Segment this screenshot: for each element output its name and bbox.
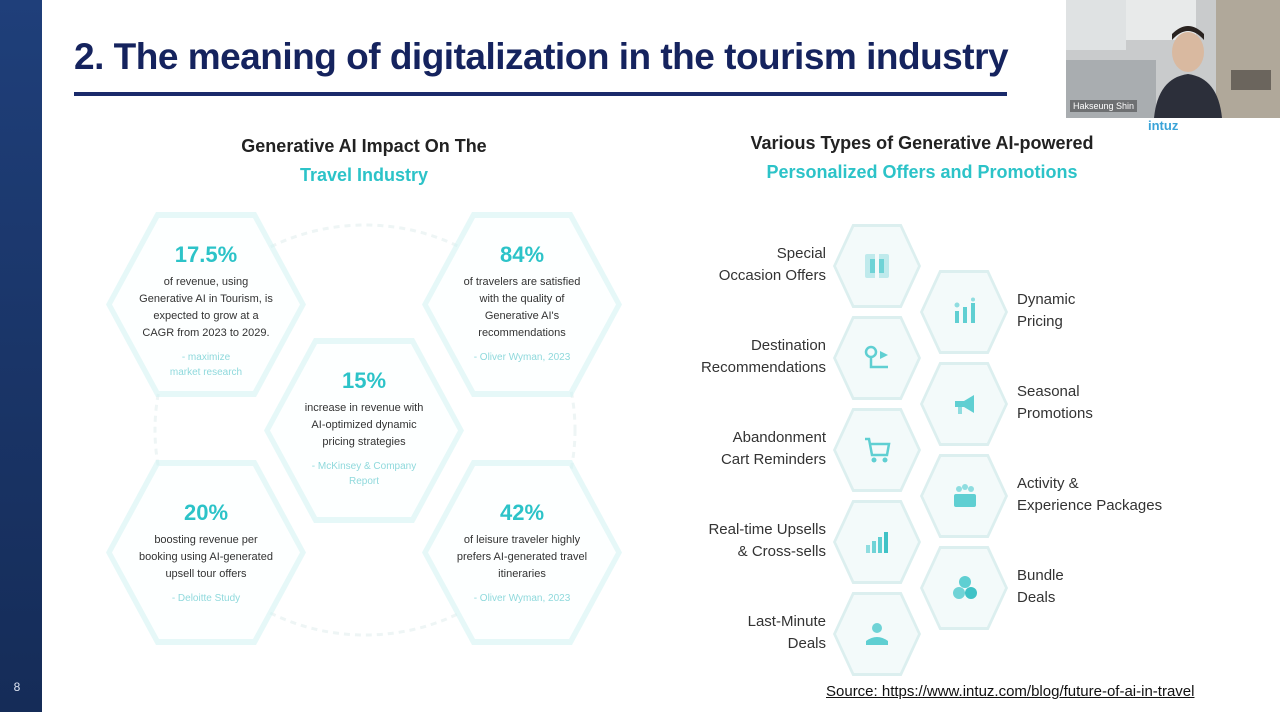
stat-description: of revenue, using Generative AI in Touris… xyxy=(139,276,273,339)
cart-icon xyxy=(865,437,891,463)
tile-upsell xyxy=(836,503,918,581)
stat-description: boosting revenue per booking using AI-gen… xyxy=(139,534,273,580)
stat-block-5: 42% of leisure traveler highly prefers AI… xyxy=(422,500,622,606)
right-heading-line2: Personalized Offers and Promotions xyxy=(766,162,1078,182)
label-dynamic-pricing: Dynamic Pricing xyxy=(1017,291,1076,330)
webcam-video[interactable]: Hakseung Shin xyxy=(1066,0,1280,118)
decorative-ring xyxy=(153,223,577,637)
label-bundle: Bundle Deals xyxy=(1017,567,1064,606)
tile-cart xyxy=(836,411,918,489)
label-last-minute: Last-Minute Deals xyxy=(747,613,826,652)
tile-bundle xyxy=(923,549,1005,627)
stat-value: 20% xyxy=(183,500,229,525)
webcam-feed xyxy=(1066,0,1280,118)
stat-block-1: 17.5% of revenue, using Generative AI in … xyxy=(106,242,306,380)
label-special-occasion: Special Occasion Offers xyxy=(718,245,826,284)
tile-last-minute xyxy=(836,595,918,673)
stat-hexagon-1 xyxy=(106,212,306,397)
bundle-icon xyxy=(953,576,977,599)
label-upsells: Real-time Upsells & Cross-sells xyxy=(708,521,826,560)
stat-source: - McKinsey & Company Report xyxy=(311,461,417,487)
stat-value: 17.5% xyxy=(174,242,238,267)
stat-block-3: 15% increase in revenue with AI-optimized… xyxy=(264,368,464,489)
stat-value: 15% xyxy=(341,368,387,393)
participant-name: Hakseung Shin xyxy=(1070,100,1138,112)
stat-block-2: 84% of travelers are satisfied with the q… xyxy=(422,242,622,365)
slide-left-bar xyxy=(0,0,42,712)
page-number: 8 xyxy=(13,680,21,694)
stat-source: - Oliver Wyman, 2023 xyxy=(473,352,571,363)
left-heading-line2: Travel Industry xyxy=(299,165,429,185)
stat-source: - Deloitte Study xyxy=(171,593,241,604)
label-seasonal: Seasonal Promotions xyxy=(1017,383,1093,422)
gift-box-icon xyxy=(865,254,889,278)
tile-destination xyxy=(836,319,918,397)
pricing-chart-icon xyxy=(954,297,975,323)
stat-value: 84% xyxy=(499,242,545,267)
package-icon xyxy=(954,484,976,507)
stat-source: - Oliver Wyman, 2023 xyxy=(473,593,571,604)
right-heading-line1: Various Types of Generative AI-powered xyxy=(750,133,1094,153)
title-underline xyxy=(74,92,1007,96)
source-link[interactable]: Source: https://www.intuz.com/blog/futur… xyxy=(826,683,1195,700)
stat-source: - maximize market research xyxy=(169,352,243,378)
stat-value: 42% xyxy=(499,500,545,525)
slide-title: 2. The meaning of digitalization in the … xyxy=(74,36,1009,77)
stat-description: of leisure traveler highly prefers AI-gen… xyxy=(456,534,588,580)
stat-description: of travelers are satisfied with the quali… xyxy=(463,276,581,339)
brand-logo: intuz xyxy=(1148,118,1179,133)
handshake-icon xyxy=(866,623,888,645)
left-heading-line1: Generative AI Impact On The xyxy=(241,136,487,156)
label-activity: Activity & Experience Packages xyxy=(1017,475,1163,514)
map-pin-icon xyxy=(864,345,888,369)
bar-chart-icon xyxy=(866,532,888,553)
stat-hexagon-3 xyxy=(264,338,464,523)
stat-block-4: 20% boosting revenue per booking using AI… xyxy=(106,500,306,606)
label-abandonment: Abandonment Cart Reminders xyxy=(720,429,826,468)
megaphone-icon xyxy=(955,395,974,414)
label-destination: Destination Recommendations xyxy=(700,337,826,376)
stat-description: increase in revenue with AI-optimized dyn… xyxy=(304,402,424,448)
